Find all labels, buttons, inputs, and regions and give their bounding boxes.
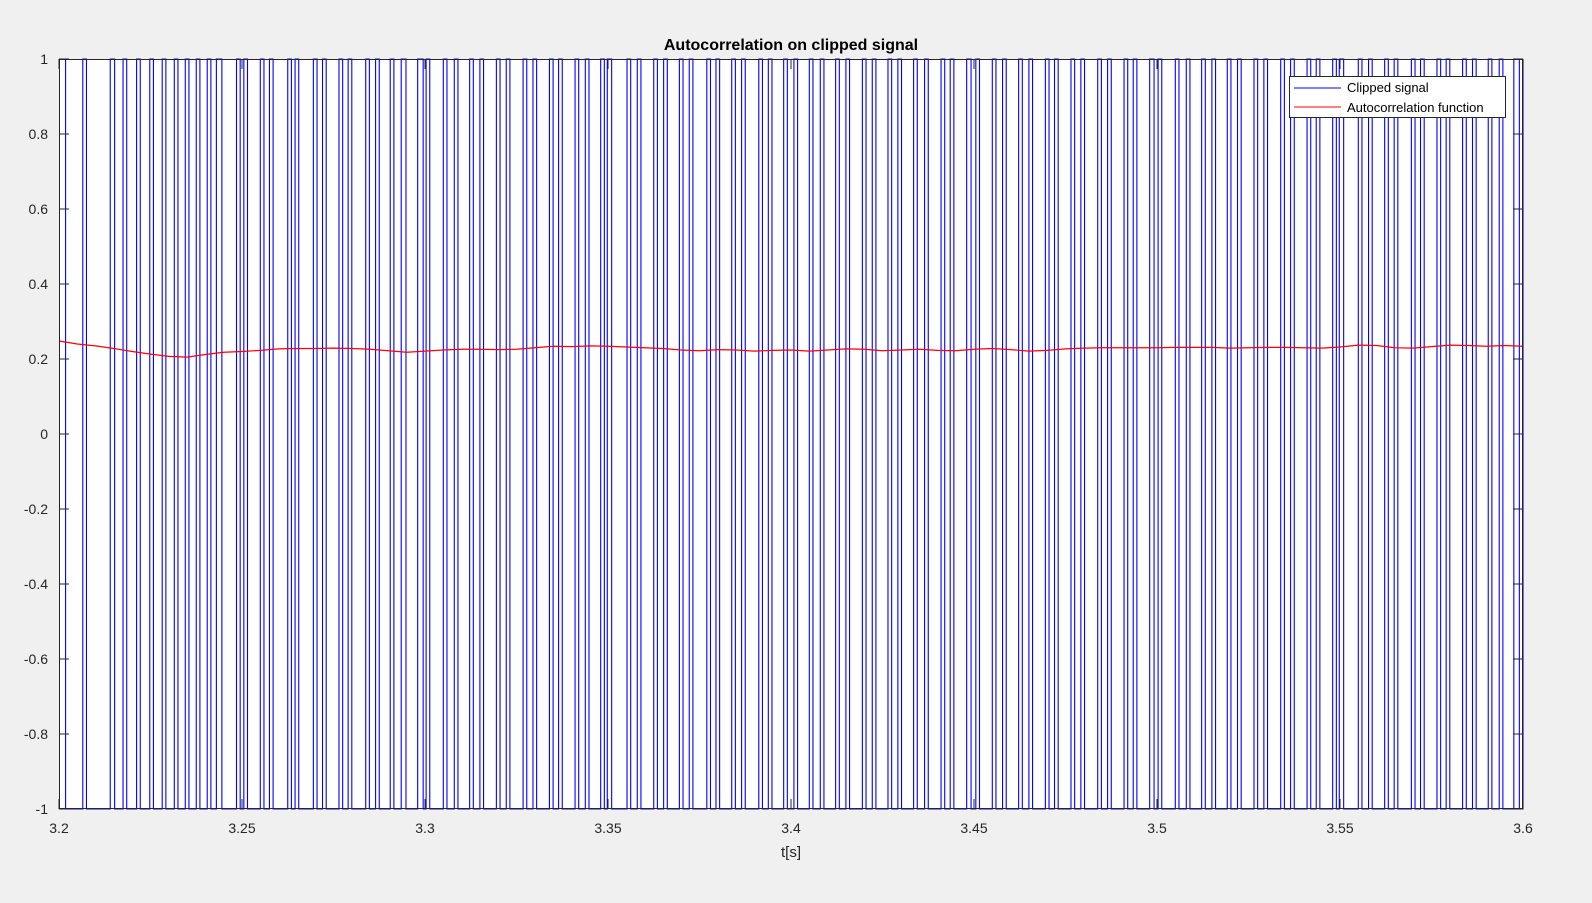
x-tick-label: 3.2	[49, 820, 69, 836]
x-tick-label: 3.6	[1513, 820, 1533, 836]
chart-title: Autocorrelation on clipped signal	[664, 37, 918, 54]
y-tick-label: -0.4	[24, 576, 48, 592]
x-tick-label: 3.45	[960, 820, 987, 836]
series-line-autocorrelation	[58, 340, 1524, 358]
y-tick-label: -1	[36, 801, 49, 817]
y-tick-label: 0	[40, 426, 48, 442]
x-tick-label: 3.5	[1147, 820, 1167, 836]
ticks-layer: 3.2 3.25 3.3 3.35 3.4 3.45 3.5 3.55 3.6 1 0.8 0.6 0.…	[24, 51, 1533, 836]
x-tick-label: 3.25	[228, 820, 255, 836]
y-tick-label: 0.4	[29, 276, 49, 292]
y-tick-label: 0.8	[29, 126, 49, 142]
y-tick-label: -0.2	[24, 501, 48, 517]
legend-label-autocorrelation: Autocorrelation function	[1347, 100, 1484, 115]
y-tick-label: 0.2	[29, 351, 49, 367]
x-tick-label: 3.55	[1326, 820, 1353, 836]
legend-label-clipped-signal: Clipped signal	[1347, 80, 1429, 95]
x-tick-label: 3.4	[781, 820, 801, 836]
legend[interactable]: Clipped signal Autocorrelation function	[1289, 76, 1506, 118]
y-tick-label: 1	[40, 51, 48, 67]
y-tick-label: -0.8	[24, 726, 48, 742]
x-tick-label: 3.3	[415, 820, 435, 836]
plot-area	[59, 59, 1523, 809]
y-tick-label: 0.6	[29, 201, 49, 217]
x-tick-label: 3.35	[594, 820, 621, 836]
x-axis-label: t[s]	[781, 844, 801, 861]
legend-box	[1289, 76, 1506, 118]
y-tick-label: -0.6	[24, 651, 48, 667]
